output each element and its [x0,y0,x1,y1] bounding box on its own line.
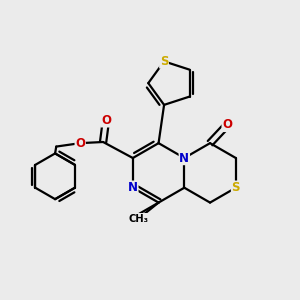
Text: CH₃: CH₃ [129,214,148,224]
Text: S: S [160,55,168,68]
Text: O: O [101,114,111,127]
Text: O: O [75,136,85,150]
Text: N: N [128,181,138,194]
Text: O: O [222,118,232,131]
Text: N: N [179,152,189,164]
Text: S: S [232,181,240,194]
